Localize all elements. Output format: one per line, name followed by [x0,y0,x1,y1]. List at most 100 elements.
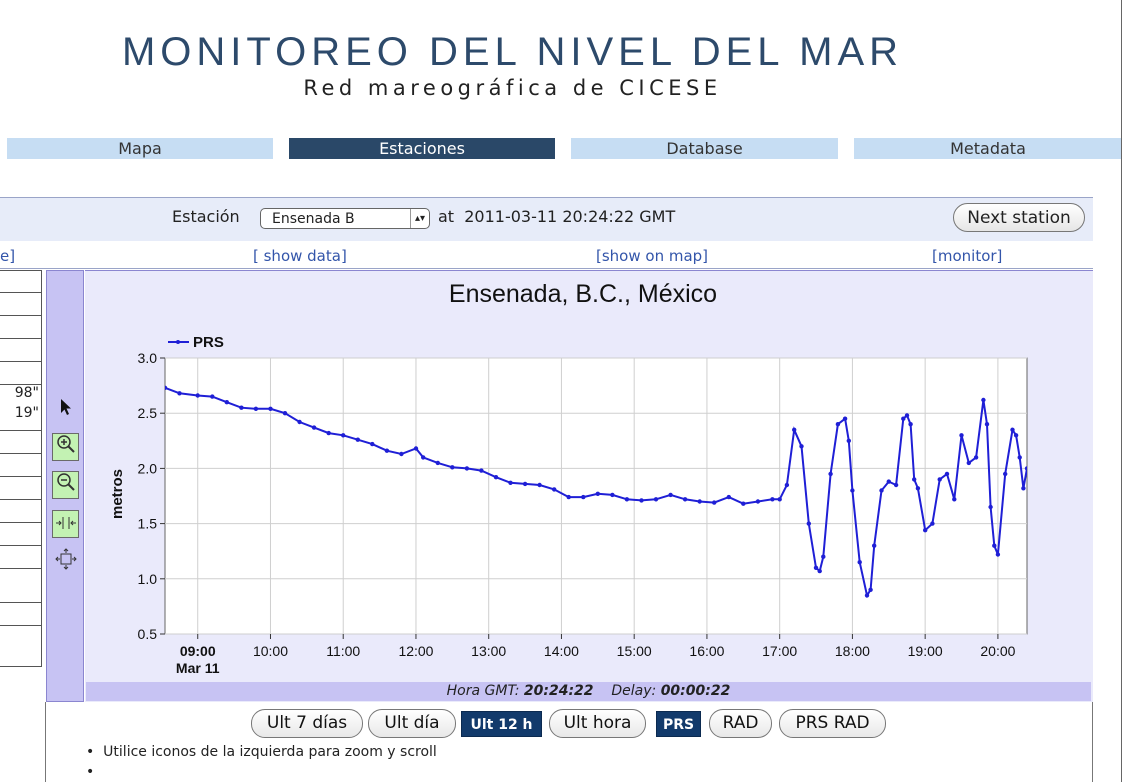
list-item: • Utilice iconos de la izquierda para zo… [86,744,437,760]
x-tick-label: 20:00 [980,643,1015,659]
fit-horizontal-icon[interactable] [52,510,79,538]
data-point [224,400,229,405]
pan-icon[interactable] [52,548,79,576]
data-point [624,497,630,502]
next-station-button[interactable]: Next station [953,203,1085,232]
page-border [1121,0,1122,782]
pointer-icon[interactable] [52,397,79,425]
data-point [741,501,746,506]
partial-link[interactable]: e] [0,247,16,265]
x-tick-label: 12:00 [398,643,433,659]
legend-label: PRS [193,334,224,351]
table-cell: 19" [14,405,39,421]
data-point [682,497,688,502]
timestamp-text: at 2011-03-11 20:24:22 GMT [438,207,676,226]
station-select[interactable]: Ensenada B ▴▾ [260,208,430,229]
data-point [912,477,917,482]
x-date-label: Mar 11 [176,660,220,676]
chart-title: Ensenada, B.C., México [449,280,717,308]
prs-rad-button[interactable]: PRS RAD [779,709,886,738]
tab-mapa[interactable]: Mapa [7,138,273,159]
data-point [595,491,600,496]
data-point [384,448,390,453]
rad-button[interactable]: RAD [709,709,772,738]
data-point [813,565,819,570]
data-point [893,482,899,488]
data-point [973,455,979,460]
data-point [566,494,571,500]
data-point [399,451,404,457]
hora-label: Hora GMT: [446,683,520,699]
data-point [901,416,906,421]
last-hour-button[interactable]: Ult hora [549,709,646,738]
data-point [992,543,997,548]
monitor-link[interactable]: [monitor] [932,247,1003,265]
last-12h-button[interactable]: Ult 12 h [461,711,542,737]
data-point [1024,466,1027,471]
station-label: Estación [172,207,240,226]
data-point [868,587,873,592]
data-point [817,568,822,574]
page-title: MONITOREO DEL NIVEL DEL MAR [121,30,904,74]
last-7-days-button[interactable]: Ult 7 días [251,709,363,738]
series-prs [165,385,1027,598]
data-point [552,487,557,492]
zoom-in-icon[interactable] [52,433,79,461]
data-point [610,492,615,498]
data-point [923,528,928,533]
data-point [581,494,586,500]
data-point [326,430,331,436]
tab-estaciones[interactable]: Estaciones [289,138,555,159]
x-tick-label: 15:00 [617,643,652,659]
data-point [464,466,470,471]
data-point [835,422,841,427]
hora-value: 20:24:22 [523,683,594,699]
prs-button[interactable]: PRS [656,711,701,737]
data-point [639,498,644,503]
data-point [165,385,168,390]
data-point [904,413,910,418]
data-point [1010,427,1015,432]
data-point [493,475,499,480]
x-tick-label: 11:00 [326,643,360,659]
data-point [879,488,884,493]
data-point [697,499,702,504]
data-point [479,468,484,473]
data-point [995,552,1001,557]
data-point [522,481,528,487]
data-point [712,500,717,505]
show-data-link[interactable]: [ show data] [253,247,347,265]
data-point [915,486,921,491]
data-point [1021,486,1026,491]
data-point [908,422,913,427]
data-point [959,433,964,438]
tab-database[interactable]: Database [571,138,838,159]
list-item: • [86,764,104,780]
data-point [508,480,513,485]
y-tick-label: 1.0 [138,571,158,587]
data-point [282,411,288,416]
data-point [828,471,833,477]
x-tick-label: 17:00 [762,643,797,659]
data-point [984,422,990,427]
y-tick-label: 2.5 [138,405,158,421]
data-point [770,497,775,502]
data-point [784,482,790,488]
data-point [726,494,731,500]
x-tick-label: 16:00 [689,643,724,659]
time-status-bar: Hora GMT: 20:24:22 Delay: 00:00:22 [86,682,1091,701]
data-point [1013,433,1019,438]
station-select-value: Ensenada B [272,211,355,227]
legend-marker [176,340,180,344]
tide-chart[interactable]: Ensenada, B.C., México metros PRS 0.5 1.0… [85,270,1093,680]
last-day-button[interactable]: Ult día [368,709,456,738]
zoom-out-icon[interactable] [52,471,79,499]
data-point [1003,471,1008,477]
y-tick-label: 3.0 [138,350,158,366]
show-on-map-link[interactable]: [show on map] [596,247,709,265]
y-tick-label: 1.5 [138,516,158,532]
data-point [944,471,950,477]
y-tick-label: 0.5 [138,626,158,642]
tab-metadata[interactable]: Metadata [854,138,1122,159]
links-bar [0,241,1093,269]
